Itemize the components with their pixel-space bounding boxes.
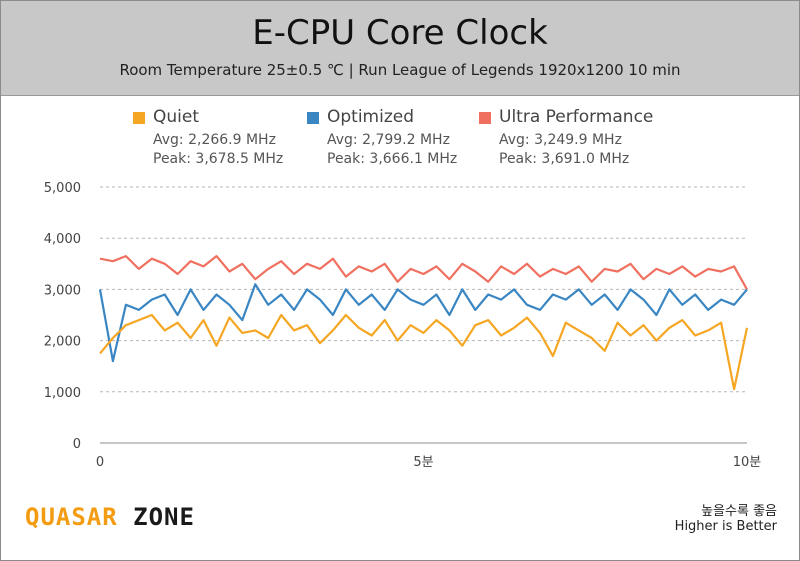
y-tick-label: 2,000 [44,335,81,350]
legend-peak-ultra-performance: Peak: 3,691.0 MHz [499,151,630,167]
legend-label-ultra-performance: Ultra Performance [499,107,654,127]
higher-better-note-ko: 높을수록 좋음 [701,504,777,519]
y-tick-label: 4,000 [44,232,81,247]
y-tick-label: 1,000 [44,386,81,401]
y-tick-label: 5,000 [44,181,81,196]
legend-peak-quiet: Peak: 3,678.5 MHz [153,151,284,167]
series-line-quiet [99,313,749,391]
logo-text-quasar: QUASAR [25,503,118,531]
legend-avg-optimized: Avg: 2,799.2 MHz [327,132,450,148]
y-tick-label: 0 [73,437,81,452]
legend-swatch-ultra-performance [479,112,491,124]
series-line-optimized [98,283,748,363]
legend-label-quiet: Quiet [153,107,200,127]
legend-swatch-quiet [133,112,145,124]
series-line-ultra-performance [99,255,748,290]
quasarzone-logo: QUASAR ZONE [25,503,195,531]
chart-subtitle: Room Temperature 25±0.5 ℃ | Run League o… [119,61,681,79]
legend-avg-ultra-performance: Avg: 3,249.9 MHz [499,132,622,148]
legend-peak-optimized: Peak: 3,666.1 MHz [327,151,458,167]
chart-header: E-CPU Core Clock Room Temperature 25±0.5… [1,1,799,96]
legend-swatch-optimized [307,112,319,124]
x-tick-label: 5분 [413,455,433,470]
logo-text-zone: ZONE [117,503,195,531]
chart-title: E-CPU Core Clock [252,13,548,53]
y-tick-label: 3,000 [44,283,81,298]
x-tick-label: 0 [96,455,104,470]
legend-label-optimized: Optimized [327,107,415,127]
legend-avg-quiet: Avg: 2,266.9 MHz [153,132,276,148]
higher-better-note-en: Higher is Better [674,519,777,534]
x-tick-label: 10분 [733,455,762,470]
